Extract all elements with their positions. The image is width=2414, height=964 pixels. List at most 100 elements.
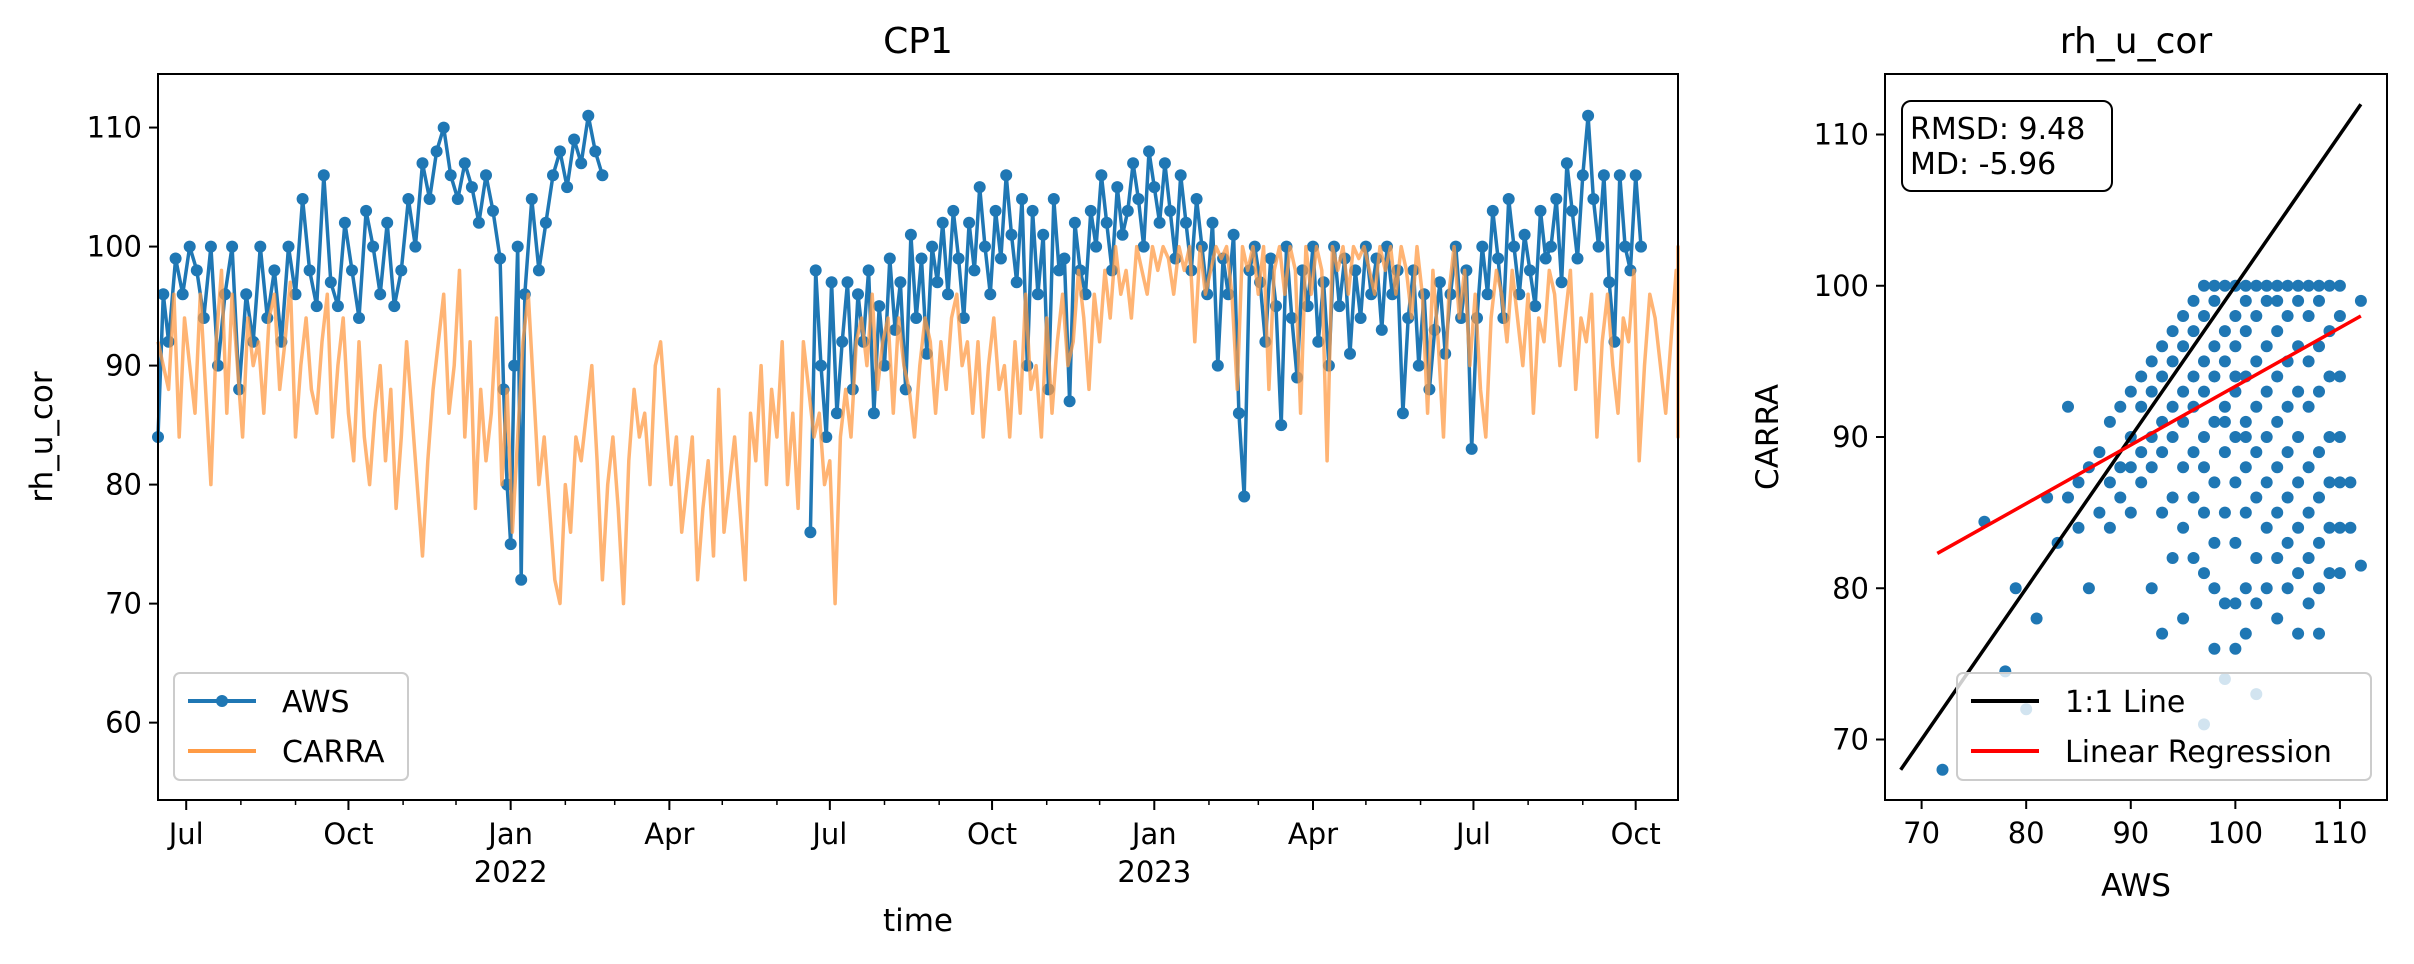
scatter-point xyxy=(2250,310,2263,322)
aws-data-point xyxy=(1412,359,1425,372)
aws-data-point xyxy=(963,216,976,229)
scatter-point xyxy=(2313,294,2325,307)
scatter-point xyxy=(2239,415,2252,428)
scatter-point xyxy=(2187,370,2200,383)
scatter-point xyxy=(2354,559,2367,572)
aws-data-point xyxy=(815,359,827,372)
regression-line xyxy=(1936,314,2362,555)
aws-data-point xyxy=(873,300,886,313)
scatter-y-tick-label: 110 xyxy=(1814,118,1869,152)
scatter-title: rh_u_cor xyxy=(2060,21,2213,62)
aws-data-point xyxy=(1597,169,1610,182)
scatter-point xyxy=(2187,491,2200,504)
aws-data-point xyxy=(1481,288,1494,301)
aws-data-point xyxy=(1238,490,1251,503)
aws-data-point xyxy=(381,216,394,229)
aws-data-point xyxy=(190,264,203,277)
scatter-point xyxy=(2292,385,2305,398)
aws-data-point xyxy=(1121,204,1134,217)
scatter-point xyxy=(2103,521,2116,534)
scatter-point xyxy=(2208,476,2221,489)
timeseries-x-tick-label: Oct xyxy=(1611,817,1661,851)
scatter-y-tick-label: 90 xyxy=(1832,420,1869,454)
aws-data-point xyxy=(1010,276,1023,289)
scatter-point xyxy=(2239,294,2252,307)
aws-data-point xyxy=(451,193,464,205)
scatter-point xyxy=(2323,521,2336,534)
scatter-point xyxy=(2198,385,2210,398)
scatter-legend: 1:1 Line Linear Regression xyxy=(1956,672,2372,781)
scatter-point xyxy=(2292,627,2305,640)
aws-data-point xyxy=(979,240,991,253)
aws-data-point xyxy=(1000,169,1013,182)
aws-data-point xyxy=(1063,395,1076,408)
scatter-point xyxy=(2208,582,2221,595)
scatter-point xyxy=(2302,279,2315,292)
aws-data-point xyxy=(303,264,316,277)
timeseries-x-tick-label: Jan xyxy=(486,817,533,851)
timeseries-y-tick-label: 70 xyxy=(105,587,142,621)
legend-aws-label: AWS xyxy=(282,685,350,720)
aws-data-point xyxy=(157,288,170,301)
aws-data-point xyxy=(1486,204,1499,217)
scatter-point xyxy=(2281,582,2294,595)
scatter-point xyxy=(2208,415,2221,428)
scatter-point xyxy=(2250,400,2263,413)
scatter-point xyxy=(2156,627,2169,640)
aws-data-point xyxy=(1592,240,1605,253)
scatter-point xyxy=(2135,446,2148,459)
aws-data-point xyxy=(568,133,581,146)
aws-data-point xyxy=(1344,347,1356,360)
aws-data-point xyxy=(1180,216,1192,229)
scatter-point xyxy=(2198,506,2210,519)
timeseries-x-axis-label: time xyxy=(883,903,953,939)
aws-data-point xyxy=(1206,216,1219,229)
scatter-point xyxy=(2135,400,2148,413)
scatter-point xyxy=(2239,461,2252,474)
scatter-point xyxy=(2218,597,2231,610)
scatter-point xyxy=(2229,597,2242,610)
scatter-point xyxy=(2313,446,2325,459)
timeseries-x-tick-label: Apr xyxy=(1288,817,1338,851)
timeseries-y-axis-label: rh_u_cor xyxy=(24,371,60,503)
timeseries-x-tick-label: Jul xyxy=(167,817,204,851)
aws-data-point xyxy=(994,252,1007,265)
aws-data-point xyxy=(1211,359,1224,372)
scatter-point xyxy=(2260,340,2273,353)
timeseries-panel: CP1 60 70 80 90 100 110 Jul Oct Jan 2022 Apr Jul Oc… xyxy=(24,21,1680,939)
scatter-y-axis-label: CARRA xyxy=(1750,384,1786,490)
scatter-point xyxy=(2072,521,2085,534)
scatter-point xyxy=(2281,491,2294,504)
scatter-point xyxy=(2271,612,2284,625)
aws-data-point xyxy=(830,407,843,420)
scatter-point xyxy=(2271,506,2284,519)
scatter-point xyxy=(2145,385,2158,398)
aws-data-point xyxy=(416,157,429,170)
scatter-point xyxy=(2313,385,2325,398)
aws-data-point xyxy=(1190,193,1203,205)
scatter-point xyxy=(2260,431,2273,443)
timeseries-y-tick-label: 60 xyxy=(105,706,142,740)
scatter-point xyxy=(2166,491,2179,504)
scatter-y-ticks: 70 80 90 100 110 xyxy=(1814,118,1885,757)
rmsd-text: RMSD: 9.48 xyxy=(1910,112,2085,147)
aws-data-point xyxy=(402,193,415,205)
scatter-point xyxy=(2166,400,2179,413)
aws-data-point xyxy=(852,288,864,301)
scatter-point xyxy=(2156,506,2169,519)
scatter-point xyxy=(2062,491,2074,504)
scatter-point xyxy=(2250,355,2263,368)
scatter-point xyxy=(2218,415,2231,428)
aws-data-point xyxy=(1005,228,1018,241)
scatter-stats-box: RMSD: 9.48 MD: -5.96 xyxy=(1901,100,2113,192)
aws-data-point xyxy=(1275,419,1288,432)
aws-data-point xyxy=(525,193,538,205)
aws-data-point xyxy=(1534,204,1547,217)
scatter-point xyxy=(2229,476,2242,489)
aws-data-point xyxy=(1068,216,1081,229)
scatter-x-tick-label: 110 xyxy=(2312,816,2367,850)
aws-data-point xyxy=(1508,240,1520,253)
scatter-point xyxy=(2313,279,2325,292)
aws-data-point xyxy=(1629,169,1642,182)
